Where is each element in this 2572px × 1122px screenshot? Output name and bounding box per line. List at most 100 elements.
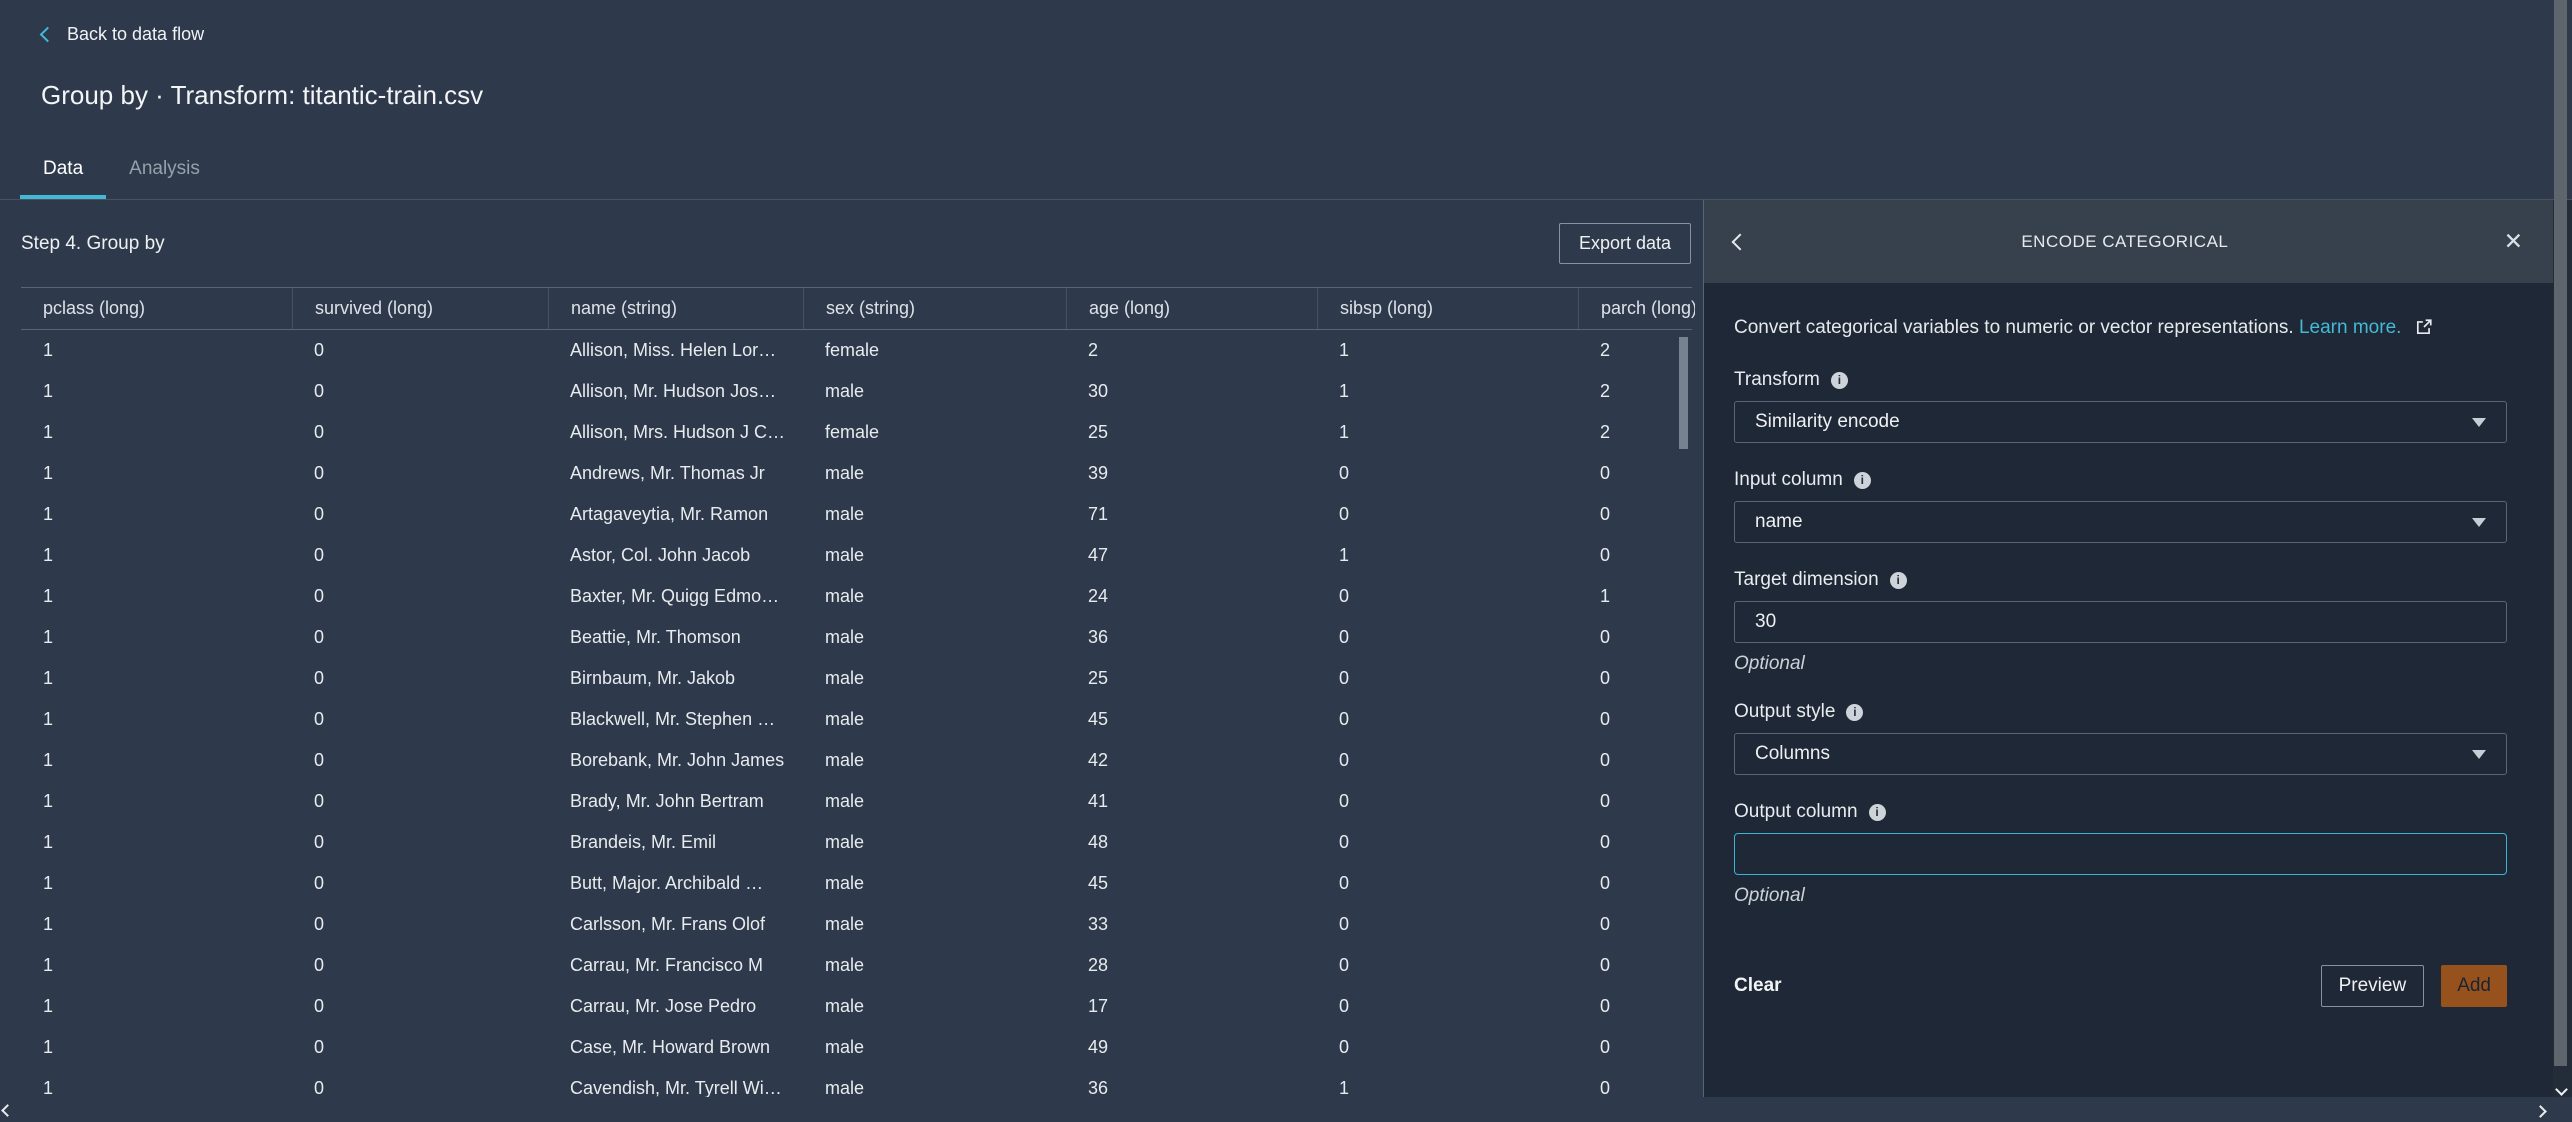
table-cell: Carrau, Mr. Jose Pedro [570,996,757,1016]
close-icon[interactable]: ✕ [2503,228,2523,254]
table-cell: 1 [1600,586,1611,606]
scroll-right-icon[interactable] [2534,1105,2547,1118]
table-cell: Birnbaum, Mr. Jakob [570,668,736,688]
table-cell: 48 [1088,832,1109,852]
table-cell: 0 [314,668,325,688]
chevron-left-icon [39,26,56,43]
table-cell: 1 [43,627,54,647]
panel-body: Convert categorical variables to numeric… [1704,283,2553,1097]
field-label-target-dimension: Target dimension i [1734,569,2507,591]
page-scrollbar-thumb[interactable] [2554,0,2567,1066]
table-row: 1 0 Cavendish, Mr. Tyrell Wi… male 36 1 0 [21,1068,1692,1097]
table-row: 1 0 Case, Mr. Howard Brown male 49 0 0 [21,1027,1692,1068]
select-transform[interactable]: Similarity encode [1734,401,2507,443]
table-cell: 0 [314,340,325,360]
panel-description: Convert categorical variables to numeric… [1734,317,2507,339]
add-button[interactable]: Add [2441,965,2507,1007]
select-value: Columns [1755,743,1830,764]
table-cell: 0 [1600,1037,1611,1057]
table-cell: male [825,627,865,647]
table-cell: Beattie, Mr. Thomson [570,627,741,647]
table-cell: 1 [43,340,54,360]
table-cell: 1 [43,504,54,524]
table-cell: 41 [1088,791,1109,811]
tab-data[interactable]: Data [20,158,107,199]
info-icon[interactable]: i [1889,571,1907,589]
preview-button[interactable]: Preview [2320,965,2425,1007]
learn-more-link[interactable]: Learn more. [2298,317,2402,338]
table-cell: 0 [314,832,325,852]
table-cell: 2 [1600,422,1611,442]
select-input-column[interactable]: name [1734,501,2507,543]
table-cell: 0 [314,955,325,975]
field-label-text: Target dimension [1734,569,1879,590]
table-scrollbar-thumb[interactable] [1679,337,1688,449]
table-cell: 0 [1339,832,1350,852]
column-header: parch (long) [1578,288,1695,329]
info-icon[interactable]: i [1846,703,1864,721]
chevron-down-icon [2472,517,2486,527]
table-cell: Carrau, Mr. Francisco M [570,955,764,975]
table-cell: 45 [1088,873,1109,893]
table-cell: 0 [1339,1037,1350,1057]
panel-footer: Clear Preview Add [1734,965,2507,1007]
table-cell: 1 [1339,381,1350,401]
table-row: 1 0 Brandeis, Mr. Emil male 48 0 0 [21,822,1692,863]
table-cell: Brady, Mr. John Bertram [570,791,764,811]
table-cell: female [825,340,880,360]
info-icon[interactable]: i [1868,803,1886,821]
table-cell: 49 [1088,1037,1109,1057]
info-icon[interactable]: i [1853,471,1871,489]
table-cell: 1 [43,381,54,401]
table-cell: 0 [1600,832,1611,852]
table-cell: 2 [1600,340,1611,360]
table-cell: Baxter, Mr. Quigg Edmo… [570,586,780,606]
info-icon[interactable]: i [1830,371,1848,389]
table-cell: 1 [43,996,54,1016]
table-cell: male [825,1078,865,1097]
field-label-input-column: Input column i [1734,469,2507,491]
table-row: 1 0 Allison, Mr. Hudson Jos… male 30 1 2 [21,371,1692,412]
table-cell: 1 [43,709,54,729]
table-cell: 0 [1600,914,1611,934]
export-data-button[interactable]: Export data [1558,223,1691,264]
horizontal-scrollbar[interactable] [0,1097,2572,1118]
table-cell: 0 [1339,463,1350,483]
table-cell: Allison, Miss. Helen Lor… [570,340,777,360]
table-cell: 25 [1088,668,1109,688]
input-target-dimension[interactable] [1734,601,2507,643]
table-cell: 1 [43,463,54,483]
panel-title: ENCODE CATEGORICAL [2021,231,2229,251]
table-cell: 0 [314,914,325,934]
data-preview-area: Step 4. Group by Export data pclass (lon… [0,200,1703,1097]
field-label-text: Input column [1734,469,1843,490]
column-header: pclass (long) [43,298,146,318]
table-cell: 45 [1088,709,1109,729]
table-cell: male [825,955,865,975]
table-cell: 24 [1088,586,1109,606]
table-cell: Case, Mr. Howard Brown [570,1037,771,1057]
input-output-column[interactable] [1734,833,2507,875]
table-cell: 28 [1088,955,1109,975]
tab-analysis[interactable]: Analysis [129,158,200,179]
table-row: 1 0 Artagaveytia, Mr. Ramon male 71 0 0 [21,494,1692,535]
back-to-data-flow-link[interactable]: Back to data flow [39,24,205,45]
table-cell: 0 [1339,668,1350,688]
table-cell: 0 [1600,504,1611,524]
table-cell: 0 [1600,545,1611,565]
table-cell: 0 [314,586,325,606]
clear-button[interactable]: Clear [1734,975,1782,996]
field-label-text: Output style [1734,701,1836,722]
table-cell: 25 [1088,422,1109,442]
table-cell: 0 [314,627,325,647]
scroll-down-icon[interactable] [2555,1078,2568,1100]
table-cell: 1 [1339,1078,1350,1097]
optional-note: Optional [1734,885,1805,906]
field-label-output-style: Output style i [1734,701,2507,723]
table-cell: Blackwell, Mr. Stephen … [570,709,776,729]
column-header: survived (long) [292,288,548,329]
select-output-style[interactable]: Columns [1734,733,2507,775]
page-header: Back to data flow Group by · Transform: … [0,0,2572,200]
back-link-label: Back to data flow [67,24,205,44]
table-cell: male [825,750,865,770]
